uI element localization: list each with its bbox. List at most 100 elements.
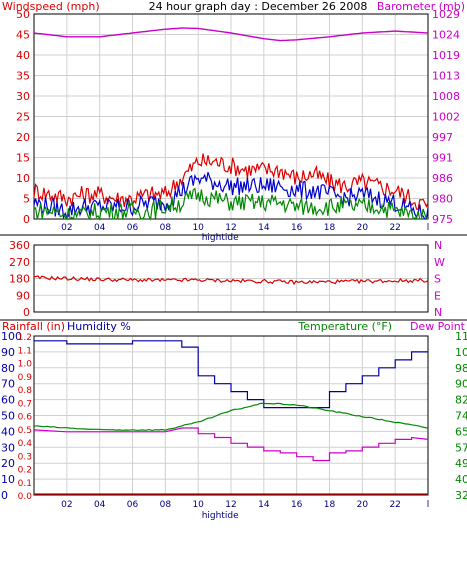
humidity-y-tick: 60 (1, 394, 15, 407)
humidity-y-tick: 90 (1, 346, 15, 359)
direction-chart-plot-frame (33, 244, 429, 313)
temp-x-tick: 10 (192, 500, 204, 510)
wind-x-tick: 08 (160, 223, 172, 233)
wind-y-tick: 35 (16, 70, 30, 83)
direction-y-tick: 180 (9, 273, 30, 286)
temp-x-tick: 02 (61, 500, 72, 510)
series-barometer-mb (33, 27, 429, 42)
rain-y-tick: 0.0 (18, 492, 33, 502)
wind-x-tick: 04 (94, 223, 106, 233)
wind-y-tick: 30 (16, 90, 30, 103)
wind-y-tick: 20 (16, 131, 30, 144)
wind-x-tick: 16 (291, 223, 303, 233)
wind-x-tick: 06 (127, 223, 139, 233)
series-dew-point (33, 427, 429, 462)
rain-y-tick: 1.1 (18, 346, 32, 356)
compass-tick: N (434, 306, 442, 319)
wind-y-tick: 25 (16, 111, 30, 124)
direction-y-tick: 90 (16, 289, 30, 302)
wind-y-tick: 50 (16, 8, 30, 21)
temp-x-tick: 08 (160, 500, 172, 510)
barometer-y-tick: 986 (432, 172, 453, 185)
windspeed-axis-label: Windspeed (mph) (2, 0, 100, 13)
humidity-y-tick: 0 (1, 489, 8, 502)
temp-x-tick: 12 (225, 500, 236, 510)
temperature-y-tick: 107 (455, 346, 467, 359)
direction-y-tick: 270 (9, 256, 30, 269)
wind-y-tick: 40 (16, 49, 30, 62)
temp-x-tick: 06 (127, 500, 139, 510)
temp-x-tick: 22 (389, 500, 400, 510)
compass-tick: N (434, 239, 442, 252)
rain-y-tick: 1.2 (18, 333, 32, 343)
direction-y-tick: 360 (9, 239, 30, 252)
wind-x-tick: 12 (225, 223, 236, 233)
wind-x-tick: 22 (389, 223, 400, 233)
compass-tick: S (434, 273, 441, 286)
temperature-y-tick: 74 (455, 410, 467, 423)
temp-x-tick: 20 (357, 500, 369, 510)
wind-x-tick: 14 (258, 223, 270, 233)
wind-y-tick: 15 (16, 152, 30, 165)
wind-x-tick: 18 (324, 223, 336, 233)
wind-y-tick: 45 (16, 29, 30, 42)
rain-y-tick: 0.4 (18, 439, 33, 449)
temperature-y-tick: 82 (455, 394, 467, 407)
series-temperature-f (33, 402, 429, 432)
wind-y-tick: 5 (23, 193, 30, 206)
compass-tick: E (434, 289, 441, 302)
rain-y-tick: 0.6 (18, 413, 33, 423)
series-wind-gust-mph (33, 153, 429, 210)
temperature-y-tick: 90 (455, 378, 467, 391)
humidity-y-tick: 50 (1, 410, 15, 423)
temperature-y-tick: 40 (455, 473, 467, 486)
barometer-y-tick: 975 (432, 213, 453, 226)
barometer-y-tick: 980 (432, 193, 453, 206)
barometer-y-tick: 1002 (432, 111, 460, 124)
temperature-y-tick: 98 (455, 362, 467, 375)
rain-y-tick: 0.2 (18, 466, 32, 476)
series-wind-minimum-mph (33, 187, 428, 221)
wind-x-tick: l (427, 223, 430, 233)
barometer-y-tick: 997 (432, 131, 453, 144)
humidity-y-tick: 30 (1, 441, 15, 454)
rain-y-tick: 0.8 (18, 386, 33, 396)
series-wind-average-mph (33, 172, 429, 220)
barometer-y-tick: 1029 (432, 8, 460, 21)
direction-y-tick: 0 (23, 306, 30, 319)
rain-y-tick: 1.0 (18, 360, 33, 370)
temperature-y-tick: 32 (455, 489, 467, 502)
humidity-y-tick: 100 (1, 330, 22, 343)
humidity-y-tick: 10 (1, 473, 15, 486)
series-humidity (34, 340, 428, 409)
chart-title: 24 hour graph day : December 26 2008 (149, 0, 368, 13)
temp-chart-plot-frame (33, 335, 429, 496)
rain-y-tick: 0.1 (18, 479, 32, 489)
chart-layer: 0510152025303540455097598098699199710021… (1, 0, 467, 521)
barometer-y-tick: 1013 (432, 70, 460, 83)
humidity-axis-label: Humidity % (67, 320, 131, 333)
temperature-axis-label: Temperature (°F) (297, 320, 392, 333)
temperature-y-tick: 57 (455, 441, 467, 454)
compass-tick: W (434, 256, 445, 269)
temp-x-label: hightide (202, 511, 239, 521)
barometer-y-tick: 1024 (432, 29, 460, 42)
wind-x-label: hightide (202, 233, 239, 243)
temp-x-tick: l (427, 500, 430, 510)
wind-chart-plot-frame (33, 13, 429, 220)
rain-y-tick: 0.3 (18, 452, 32, 462)
temp-x-tick: 14 (258, 500, 270, 510)
temp-x-tick: 16 (291, 500, 303, 510)
temperature-y-tick: 65 (455, 425, 467, 438)
humidity-y-tick: 80 (1, 362, 15, 375)
rain-y-tick: 0.5 (18, 426, 32, 436)
barometer-y-tick: 1019 (432, 49, 460, 62)
wind-y-tick: 10 (16, 172, 30, 185)
wind-x-tick: 20 (357, 223, 369, 233)
humidity-y-tick: 40 (1, 425, 15, 438)
humidity-y-tick: 20 (1, 457, 15, 470)
barometer-y-tick: 1008 (432, 90, 460, 103)
rainfall-axis-label: Rainfall (in) (2, 320, 65, 333)
barometer-y-tick: 991 (432, 152, 453, 165)
